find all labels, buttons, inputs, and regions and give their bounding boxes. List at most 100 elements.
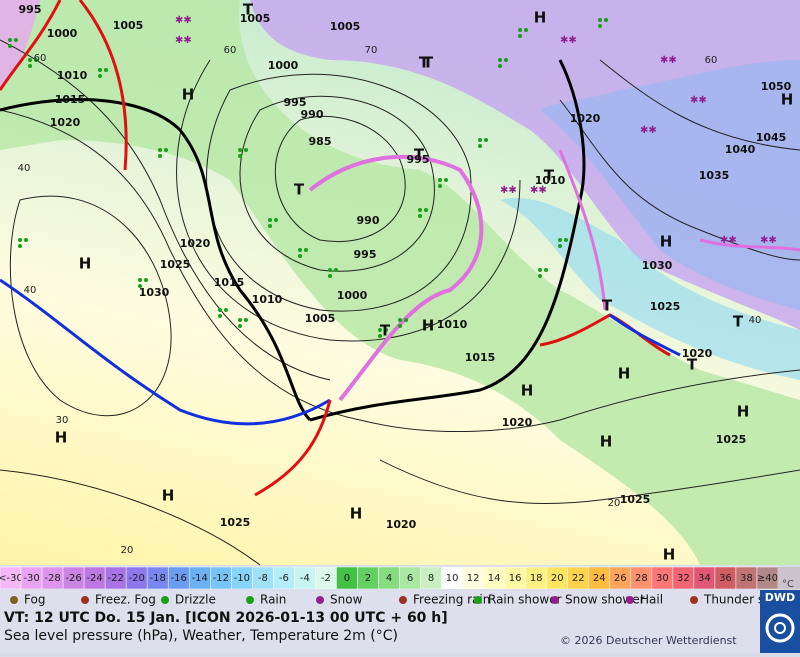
isobars: [0, 39, 800, 566]
scale-label: 2: [365, 573, 371, 584]
scale-label: -26: [65, 573, 81, 584]
scale-label: -16: [171, 573, 187, 584]
rain-symbol: [224, 308, 228, 312]
rain-symbol: [398, 318, 402, 322]
high-label: H: [534, 9, 547, 27]
pressure-label: 990: [357, 214, 380, 227]
rain-symbol: [98, 74, 102, 78]
isotherm-label: 40: [749, 315, 762, 326]
fronts: [0, 0, 800, 497]
pressure-label: 1020: [502, 416, 533, 429]
scale-label: <-30: [0, 573, 23, 584]
rain-symbol: [34, 58, 38, 62]
pressure-label: 1015: [55, 93, 86, 106]
pressure-label: 1045: [756, 131, 787, 144]
pressure-label: 995: [407, 153, 430, 166]
pressure-label: 1005: [240, 12, 271, 25]
high-label: H: [182, 86, 195, 104]
scale-label: ≥40: [757, 573, 778, 584]
legend-icon: [690, 596, 698, 604]
logo-swirl: [765, 613, 795, 643]
scale-label: 26: [614, 573, 627, 584]
rain-symbol: [524, 28, 528, 32]
rain-symbol: [424, 208, 428, 212]
low-label: T: [733, 313, 744, 331]
low-label: T: [423, 54, 434, 72]
rain-symbol: [24, 238, 28, 242]
legend-icon: [10, 596, 18, 604]
high-label: H: [660, 233, 673, 251]
scale-label: 36: [719, 573, 732, 584]
pressure-label: 1025: [160, 258, 191, 271]
legend-label: Fog: [24, 593, 45, 607]
frost-zone: [500, 198, 800, 380]
legend-label: Freezing rain: [413, 593, 490, 607]
isotherm-label: 20: [121, 545, 134, 556]
scale-label: 10: [446, 573, 459, 584]
rain-symbol: [14, 38, 18, 42]
scale-label: 22: [572, 573, 585, 584]
rain-symbol: [378, 334, 382, 338]
isotherm-label: 60: [224, 45, 237, 56]
scale-label: 18: [530, 573, 543, 584]
pressure-label: 1000: [268, 59, 299, 72]
scale-label: 12: [467, 573, 480, 584]
snow-symbol: ✱✱: [530, 185, 547, 196]
pressure-label: 1015: [214, 276, 245, 289]
isotherm-label: 60: [34, 53, 47, 64]
scale-label: -8: [258, 573, 268, 584]
scale-label: -4: [300, 573, 310, 584]
pressure-label: 1010: [252, 293, 283, 306]
pressure-label: 1020: [50, 116, 81, 129]
snow-symbol: ✱✱: [690, 95, 707, 106]
legend-label: Freez. Fog: [95, 593, 156, 607]
copyright: © 2026 Deutscher Wetterdienst: [560, 634, 737, 647]
logo-text: DWD: [765, 591, 795, 604]
temperature-scale: <-30 -30 -28 -26 -24 -22 -20 -18 -16 -14 -12 -10 -8-…: [0, 566, 800, 590]
scale-unit: °C: [782, 579, 794, 590]
pressure-label: 1015: [465, 351, 496, 364]
pressure-label: 1020: [180, 237, 211, 250]
scale-label: 16: [509, 573, 522, 584]
rain-symbol: [244, 318, 248, 322]
rain-symbol: [444, 178, 448, 182]
rain-symbol: [18, 244, 22, 248]
pressure-label: 1005: [305, 312, 336, 325]
legend-icon: [81, 596, 89, 604]
pressure-label: 1025: [650, 300, 681, 313]
legend-label: Hail: [640, 593, 663, 607]
rain-symbol: [218, 314, 222, 318]
low-label: T: [419, 54, 430, 72]
snow-symbol: ✱✱: [175, 35, 192, 46]
very-cold-zone: [540, 60, 800, 310]
high-label: H: [521, 382, 534, 400]
pressure-label: 1010: [57, 69, 88, 82]
rain-symbol: [378, 328, 382, 332]
rain-symbol: [544, 268, 548, 272]
pressure-label: 1020: [386, 518, 417, 531]
pressure-label: 985: [309, 135, 332, 148]
rain-symbol: [418, 208, 422, 212]
snow-symbol: ✱✱: [760, 235, 777, 246]
isotherm-label: 60: [705, 55, 718, 66]
rain-symbol: [558, 244, 562, 248]
rain-symbol: [518, 34, 522, 38]
isotherm-label: 70: [365, 45, 378, 56]
description: Sea level pressure (hPa), Weather, Tempe…: [4, 628, 398, 644]
rain-symbol: [538, 274, 542, 278]
rain-symbol: [418, 214, 422, 218]
pressure-label: 1000: [337, 289, 368, 302]
scale-label: 4: [386, 573, 392, 584]
rain-symbol: [498, 58, 502, 62]
legend-icon: [161, 596, 169, 604]
pressure-label: 1010: [437, 318, 468, 331]
isotherm-label: 30: [56, 415, 69, 426]
isotherm-label: 20: [608, 498, 621, 509]
scale-label: -12: [213, 573, 229, 584]
legend-label: Drizzle: [175, 593, 216, 607]
pressure-label: 1005: [330, 20, 361, 33]
pressure-label: 1030: [642, 259, 673, 272]
rain-symbol: [238, 148, 242, 152]
scale-label: 6: [407, 573, 413, 584]
scale-label: -10: [234, 573, 250, 584]
